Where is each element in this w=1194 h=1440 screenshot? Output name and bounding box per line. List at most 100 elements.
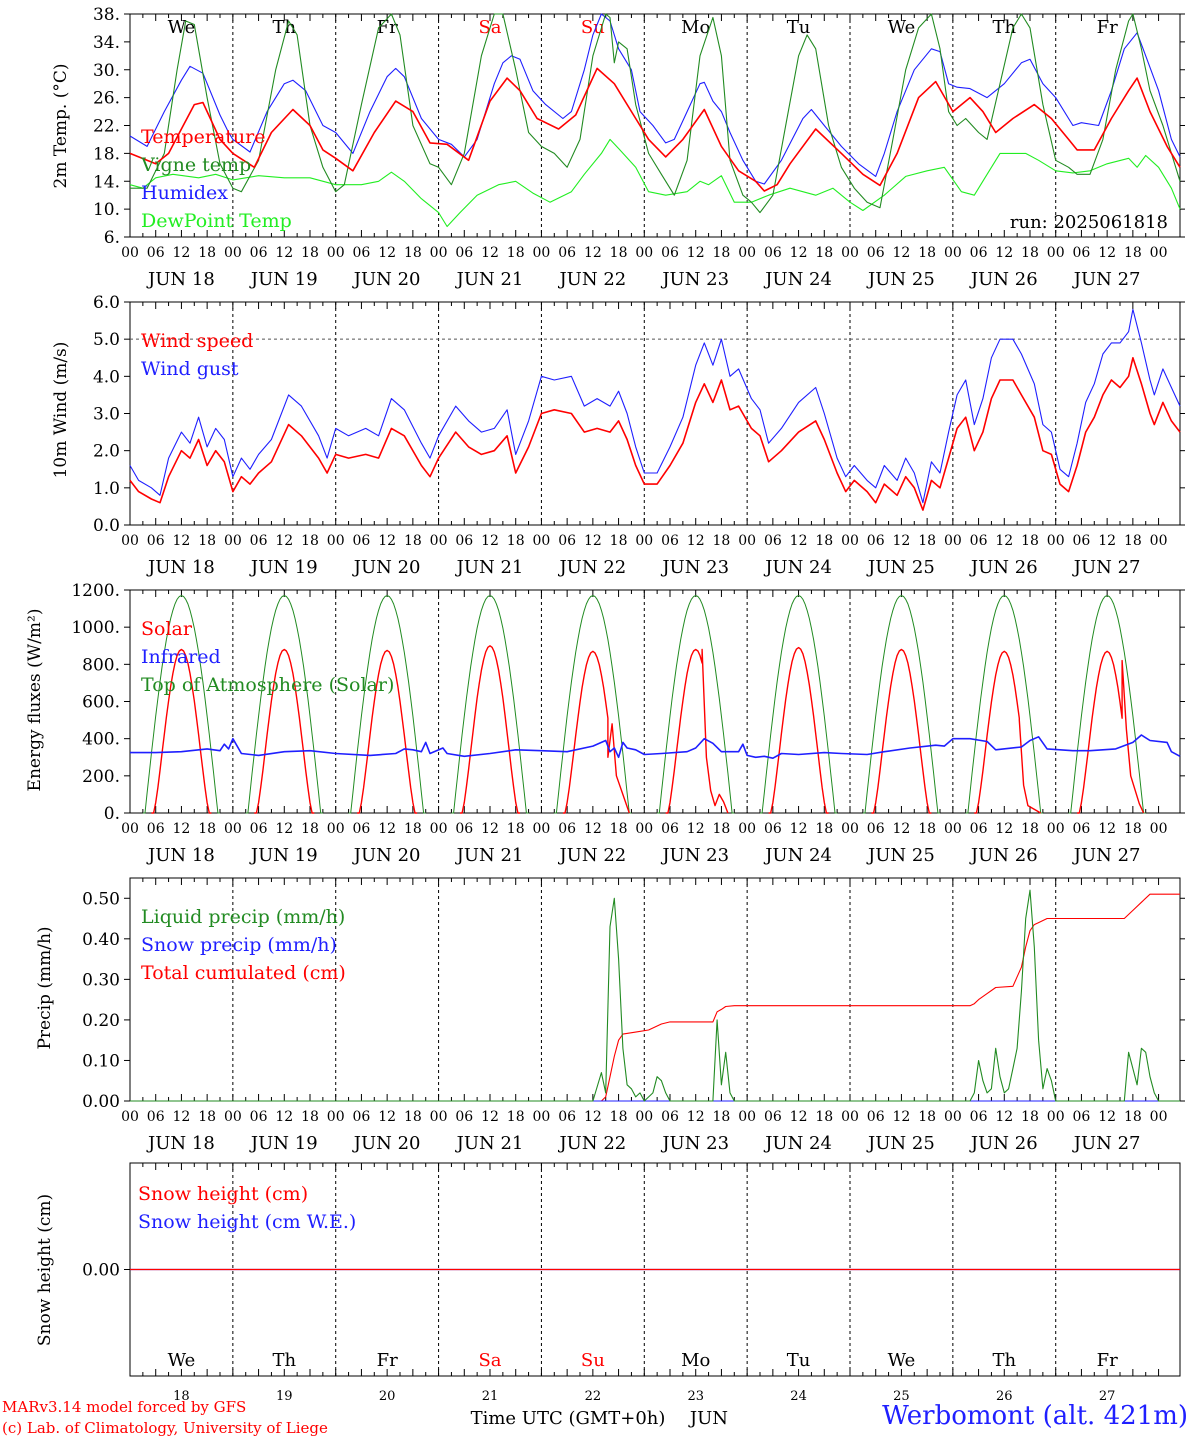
- rad-ytick-label: 400.: [82, 730, 120, 750]
- wind-hour-tick-label: 12: [995, 533, 1013, 549]
- precip-hour-tick-label: 18: [198, 1109, 216, 1125]
- solar-line: [665, 648, 729, 814]
- temp-hour-tick-label: 06: [970, 245, 988, 261]
- temp-hour-tick-label: 00: [1150, 245, 1168, 261]
- temp-hour-tick-label: 12: [481, 245, 499, 261]
- precip-hour-tick-label: 00: [1047, 1109, 1065, 1125]
- wind-hour-tick-label: 06: [353, 533, 371, 549]
- wind-hour-tick-label: 18: [1021, 533, 1039, 549]
- temp-hour-tick-label: 12: [687, 245, 705, 261]
- weekday-label: Fr: [377, 17, 398, 38]
- precip-hour-tick-label: 18: [918, 1109, 936, 1125]
- precip-hour-tick-label: 12: [790, 1109, 808, 1125]
- temp-hour-tick-label: 00: [841, 245, 859, 261]
- precip-hour-tick-label: 18: [713, 1109, 731, 1125]
- rad-date-label: JUN 25: [866, 845, 935, 866]
- toa-solar-line: [965, 595, 1043, 814]
- rad-hour-tick-label: 12: [790, 821, 808, 837]
- precip-hour-tick-label: 12: [584, 1109, 602, 1125]
- temp-ytick-label: 14.: [93, 172, 120, 192]
- wind-hour-tick-label: 00: [430, 533, 448, 549]
- temp-hour-tick-label: 06: [661, 245, 679, 261]
- wind-hour-tick-label: 12: [481, 533, 499, 549]
- precip-hour-tick-label: 18: [301, 1109, 319, 1125]
- rad-hour-tick-label: 00: [430, 821, 448, 837]
- rad-hour-tick-label: 18: [301, 821, 319, 837]
- liquid-precip-mm-h-line: [130, 889, 1180, 1102]
- temp-ytick-label: 10.: [93, 200, 120, 220]
- precip-hour-tick-label: 06: [455, 1109, 473, 1125]
- precip-date-label: JUN 26: [969, 1133, 1038, 1154]
- weekday-label: We: [168, 1350, 196, 1371]
- temp-hour-tick-label: 12: [995, 245, 1013, 261]
- temp-date-label: JUN 27: [1072, 269, 1141, 290]
- weekday-label: Fr: [377, 1350, 398, 1371]
- wind-hour-tick-label: 06: [661, 533, 679, 549]
- toa-solar-line: [657, 595, 735, 814]
- rad-frame: [129, 589, 1181, 814]
- temp-date-label: JUN 25: [866, 269, 935, 290]
- temp-hour-tick-label: 12: [584, 245, 602, 261]
- wind-hour-tick-label: 06: [1073, 533, 1091, 549]
- rad-hour-tick-label: 18: [404, 821, 422, 837]
- temp-hour-tick-label: 18: [1021, 245, 1039, 261]
- rad-ytick-label: 200.: [82, 767, 120, 787]
- wind-ytick-label: 6.0: [93, 293, 120, 313]
- wind-ytick-label: 0.0: [93, 516, 120, 536]
- rad-hour-tick-label: 12: [584, 821, 602, 837]
- wind-speed-line: [129, 356, 1181, 511]
- rad-hour-tick-label: 00: [327, 821, 345, 837]
- rad-hour-tick-label: 06: [661, 821, 679, 837]
- toa-solar-line: [348, 595, 426, 814]
- toa-solar-line: [245, 595, 323, 814]
- rad-hour-tick-label: 18: [1124, 821, 1142, 837]
- wind-ytick-label: 4.0: [93, 367, 120, 387]
- temp-hour-tick-label: 18: [610, 245, 628, 261]
- wind-hour-tick-label: 06: [867, 533, 885, 549]
- wind-hour-tick-label: 12: [893, 533, 911, 549]
- wind-hour-tick-label: 18: [815, 533, 833, 549]
- rad-ytick-label: 1200.: [71, 581, 120, 601]
- weekday-label: We: [888, 1350, 916, 1371]
- rad-date-label: JUN 21: [455, 845, 524, 866]
- precip-date-label: JUN 21: [455, 1133, 524, 1154]
- humidex-line: [129, 13, 1181, 185]
- temp-date-label: JUN 18: [146, 269, 215, 290]
- wind-hour-tick-label: 12: [790, 533, 808, 549]
- legend-solar: Solar: [141, 618, 193, 640]
- precip-hour-tick-label: 12: [173, 1109, 191, 1125]
- temp-hour-tick-label: 00: [1047, 245, 1065, 261]
- precip-ytick-label: 0.00: [82, 1092, 120, 1112]
- snow-panel: Snow height (cm) 0.00 We 18 Th 19 Fr 20 Sa 21 Su 2…: [35, 1162, 1181, 1404]
- precip-hour-tick-label: 12: [275, 1109, 293, 1125]
- legend-infrared: Infrared: [141, 646, 221, 668]
- solar-line: [460, 645, 520, 814]
- solar-line: [254, 648, 315, 814]
- precip-hour-tick-label: 00: [121, 1109, 139, 1125]
- weekday-label: Mo: [681, 17, 710, 38]
- wind-hour-tick-label: 12: [378, 533, 396, 549]
- rad-date-label: JUN 19: [249, 845, 318, 866]
- precip-hour-tick-label: 00: [533, 1109, 551, 1125]
- rad-hour-tick-label: 18: [713, 821, 731, 837]
- temp-ytick-label: 26.: [93, 89, 120, 109]
- temp-frame: [129, 13, 1181, 238]
- rad-hour-tick-label: 12: [481, 821, 499, 837]
- wind-ytick-label: 2.0: [93, 442, 120, 462]
- wind-date-label: JUN 21: [455, 557, 524, 578]
- legend-temperature: Temperature: [141, 126, 265, 148]
- precip-hour-tick-label: 06: [1073, 1109, 1091, 1125]
- temp-hour-tick-label: 06: [867, 245, 885, 261]
- wind-hour-tick-label: 06: [250, 533, 268, 549]
- wind-hour-tick-label: 06: [455, 533, 473, 549]
- day-number-label: 25: [893, 1389, 910, 1404]
- rad-hour-tick-label: 12: [1098, 821, 1116, 837]
- day-number-label: 19: [276, 1389, 293, 1404]
- rad-ytick-label: 1000.: [71, 618, 120, 638]
- wind-hour-tick-label: 00: [738, 533, 756, 549]
- wind-hour-tick-label: 12: [584, 533, 602, 549]
- temp-hour-tick-label: 06: [455, 245, 473, 261]
- wind-date-label: JUN 25: [866, 557, 935, 578]
- precip-ytick-label: 0.50: [82, 889, 120, 909]
- precip-hour-tick-label: 00: [635, 1109, 653, 1125]
